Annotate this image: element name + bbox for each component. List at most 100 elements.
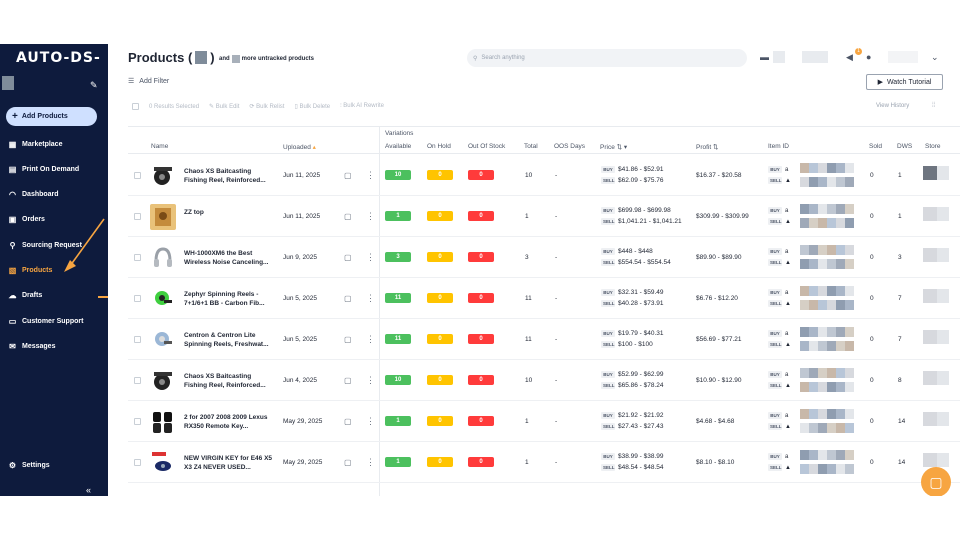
collapse-sidebar-button[interactable]: « [86,485,92,495]
notes-icon[interactable]: ▢ [344,171,352,180]
col-uploaded[interactable]: Uploaded ▴ [283,143,316,151]
sidebar-item-drafts[interactable]: ☁ Drafts [8,291,43,300]
app-logo[interactable]: AUTO-DS- [16,50,101,66]
col-dws[interactable]: DWS [897,143,913,150]
marketplace-item-id[interactable]: SELL ▲ [768,259,791,266]
watch-tutorial-button[interactable]: ▶ Watch Tutorial [866,74,943,90]
more-options-icon[interactable]: ⋮ [366,252,375,262]
chat-support-button[interactable]: ▢ [921,467,951,496]
marketplace-item-id[interactable]: SELL ▲ [768,341,791,348]
col-profit[interactable]: Profit ⇅ [696,144,719,151]
product-name-link[interactable]: Centron & Centron Lite Spinning Reels, F… [184,332,269,348]
table-row[interactable]: WH-1000XM6 the Best Wireless Noise Cance… [128,237,960,278]
row-checkbox[interactable] [134,295,141,302]
row-checkbox[interactable] [134,213,141,220]
row-checkbox[interactable] [134,172,141,179]
col-available[interactable]: Available [385,143,412,150]
product-name-link[interactable]: Chaos XS Baitcasting Fishing Reel, Reinf… [184,168,266,184]
product-name-link[interactable]: NEW VIRGIN KEY for E46 X5 X3 Z4 NEVER US… [184,455,273,471]
add-products-button[interactable]: + Add Products [6,107,97,126]
bulk-delete-button[interactable]: ▯ Bulk Delete [294,104,331,110]
marketplace-item-id[interactable]: SELL ▲ [768,300,791,307]
more-options-icon[interactable]: ⋮ [366,416,375,426]
table-row[interactable]: NEW VIRGIN KEY for E46 X5 X3 Z4 NEVER US… [128,442,960,483]
product-name-link[interactable]: ZZ top [184,209,204,216]
notes-icon[interactable]: ▢ [344,417,352,426]
supplier-item-id[interactable]: BUY a [768,453,788,460]
table-row[interactable]: ZZ top Jun 11, 2025 ▢ ⋮ 1 0 0 1- BUY $699.98 - $6… [128,196,960,237]
marketplace-item-id[interactable]: SELL ▲ [768,464,791,471]
view-history-link[interactable]: View History [876,103,910,109]
bulk-ai-rewrite-button[interactable]: ⫶ Bulk AI Rewrite [340,103,384,109]
search-input[interactable]: ⚲ Search anything [467,49,747,67]
product-name-link[interactable]: 2 for 2007 2008 2009 Lexus RX350 Remote … [184,414,268,430]
col-on-hold[interactable]: On Hold [427,143,451,150]
sidebar-item-customer-support[interactable]: ▭ Customer Support [8,317,84,326]
more-options-icon[interactable]: ⋮ [366,334,375,344]
marketplace-item-id[interactable]: SELL ▲ [768,218,791,225]
sidebar-item-messages[interactable]: ✉ Messages [8,342,55,351]
col-sold[interactable]: Sold [869,143,883,150]
col-oos-days[interactable]: OOS Days [554,143,586,150]
supplier-item-id[interactable]: BUY a [768,166,788,173]
notes-icon[interactable]: ▢ [344,253,352,262]
notes-icon[interactable]: ▢ [344,335,352,344]
col-total[interactable]: Total [524,143,538,150]
product-thumbnail[interactable] [150,409,176,435]
product-thumbnail[interactable] [150,245,176,271]
notes-icon[interactable]: ▢ [344,212,352,221]
edit-store-icon[interactable]: ✎ [90,80,98,90]
product-name-link[interactable]: Chaos XS Baitcasting Fishing Reel, Reinf… [184,373,266,389]
supplier-item-id[interactable]: BUY a [768,371,788,378]
product-thumbnail[interactable] [150,450,176,476]
sidebar-item-products[interactable]: ▧ Products [8,266,53,275]
table-row[interactable]: Centron & Centron Lite Spinning Reels, F… [128,319,960,360]
chevron-down-icon[interactable]: ⌄ [931,52,939,62]
store-avatar[interactable] [2,76,14,90]
sidebar-item-orders[interactable]: ▣ Orders [8,215,45,224]
more-options-icon[interactable]: ⋮ [366,457,375,467]
untracked-products-link[interactable]: and more untracked products [219,55,314,63]
col-name[interactable]: Name [151,143,169,150]
product-name-link[interactable]: Zephyr Spinning Reels - 7+1/6+1 BB - Car… [184,291,265,307]
table-row[interactable]: 2 for 2007 2008 2009 Lexus RX350 Remote … [128,401,960,442]
supplier-item-id[interactable]: BUY a [768,248,788,255]
more-options-icon[interactable]: ⋮ [366,293,375,303]
product-thumbnail[interactable] [150,204,176,230]
product-thumbnail[interactable] [150,286,176,312]
row-checkbox[interactable] [134,418,141,425]
marketplace-item-id[interactable]: SELL ▲ [768,382,791,389]
col-out-of-stock[interactable]: Out Of Stock [468,143,506,150]
col-store[interactable]: Store [925,143,941,150]
sidebar-item-settings[interactable]: ⚙ Settings [8,461,50,470]
product-thumbnail[interactable] [150,163,176,189]
product-thumbnail[interactable] [150,368,176,394]
bulk-edit-button[interactable]: ✎ Bulk Edit [209,104,240,110]
bell-icon[interactable]: ● [866,52,872,62]
product-name-link[interactable]: WH-1000XM6 the Best Wireless Noise Cance… [184,250,269,266]
sidebar-item-print-on-demand[interactable]: ▤ Print On Demand [8,165,79,174]
notes-icon[interactable]: ▢ [344,376,352,385]
row-checkbox[interactable] [134,336,141,343]
megaphone-icon[interactable]: ◀ [846,52,853,62]
more-options-icon[interactable]: ⋮ [366,211,375,221]
marketplace-item-id[interactable]: SELL ▲ [768,423,791,430]
col-price[interactable]: Price ⇅ ▾ [600,144,628,151]
bulk-relist-button[interactable]: ⟳ Bulk Relist [249,104,285,110]
table-row[interactable]: Zephyr Spinning Reels - 7+1/6+1 BB - Car… [128,278,960,319]
supplier-item-id[interactable]: BUY a [768,207,788,214]
supplier-item-id[interactable]: BUY a [768,330,788,337]
col-item-id[interactable]: Item ID [768,143,789,150]
sidebar-item-marketplace[interactable]: ▦ Marketplace [8,140,63,149]
sidebar-item-dashboard[interactable]: ◠ Dashboard [8,190,59,199]
notes-icon[interactable]: ▢ [344,294,352,303]
row-checkbox[interactable] [134,459,141,466]
row-checkbox[interactable] [134,254,141,261]
table-row[interactable]: Chaos XS Baitcasting Fishing Reel, Reinf… [128,155,960,196]
store-switch-icon[interactable]: ▬ [760,52,769,62]
select-all-checkbox[interactable] [132,103,139,110]
more-options-icon[interactable]: ⋮ [366,375,375,385]
row-checkbox[interactable] [134,377,141,384]
supplier-item-id[interactable]: BUY a [768,289,788,296]
marketplace-item-id[interactable]: SELL ▲ [768,177,791,184]
